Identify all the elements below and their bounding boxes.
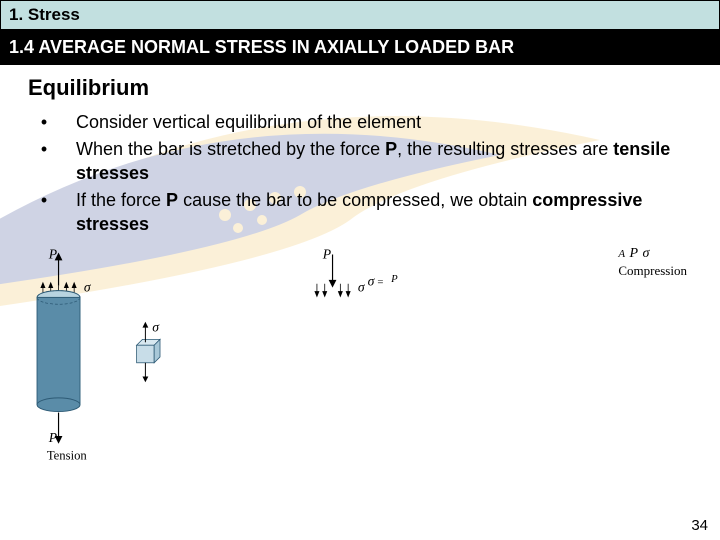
compression-diagram: P σ σ = P	[274, 244, 518, 464]
force-label-bottom: P	[48, 430, 57, 445]
tension-diagram: P σ P σ Tensi	[0, 244, 224, 464]
chapter-header: 1. Stress	[0, 0, 720, 30]
svg-text:σ: σ	[152, 320, 160, 335]
svg-text:P: P	[391, 273, 399, 285]
svg-text:σ: σ	[368, 274, 376, 289]
force-label: P	[48, 246, 57, 261]
section-header: 1.4 AVERAGE NORMAL STRESS IN AXIALLY LOA…	[0, 30, 720, 65]
bullet-text: If the force P cause the bar to be compr…	[76, 189, 692, 236]
bullet-marker: •	[32, 111, 56, 134]
bullet-marker: •	[32, 189, 56, 236]
force-label: P	[322, 246, 331, 261]
page-number: 34	[691, 517, 708, 534]
svg-text:=: =	[378, 277, 384, 289]
force-label-bottom: P	[630, 246, 639, 261]
sigma-label: σ	[84, 280, 92, 295]
sigma-label: σ	[358, 280, 366, 295]
bullet-text: Consider vertical equilibrium of the ele…	[76, 111, 692, 134]
subtitle: Equilibrium	[28, 75, 692, 101]
tension-caption: Tension	[47, 448, 88, 462]
bullet-marker: •	[32, 138, 56, 185]
compression-caption: Compression	[618, 263, 687, 278]
bullet-list: • Consider vertical equilibrium of the el…	[32, 111, 692, 236]
stress-diagrams: P σ P σ Tensi	[0, 244, 720, 464]
bullet-text: When the bar is stretched by the force P…	[76, 138, 692, 185]
